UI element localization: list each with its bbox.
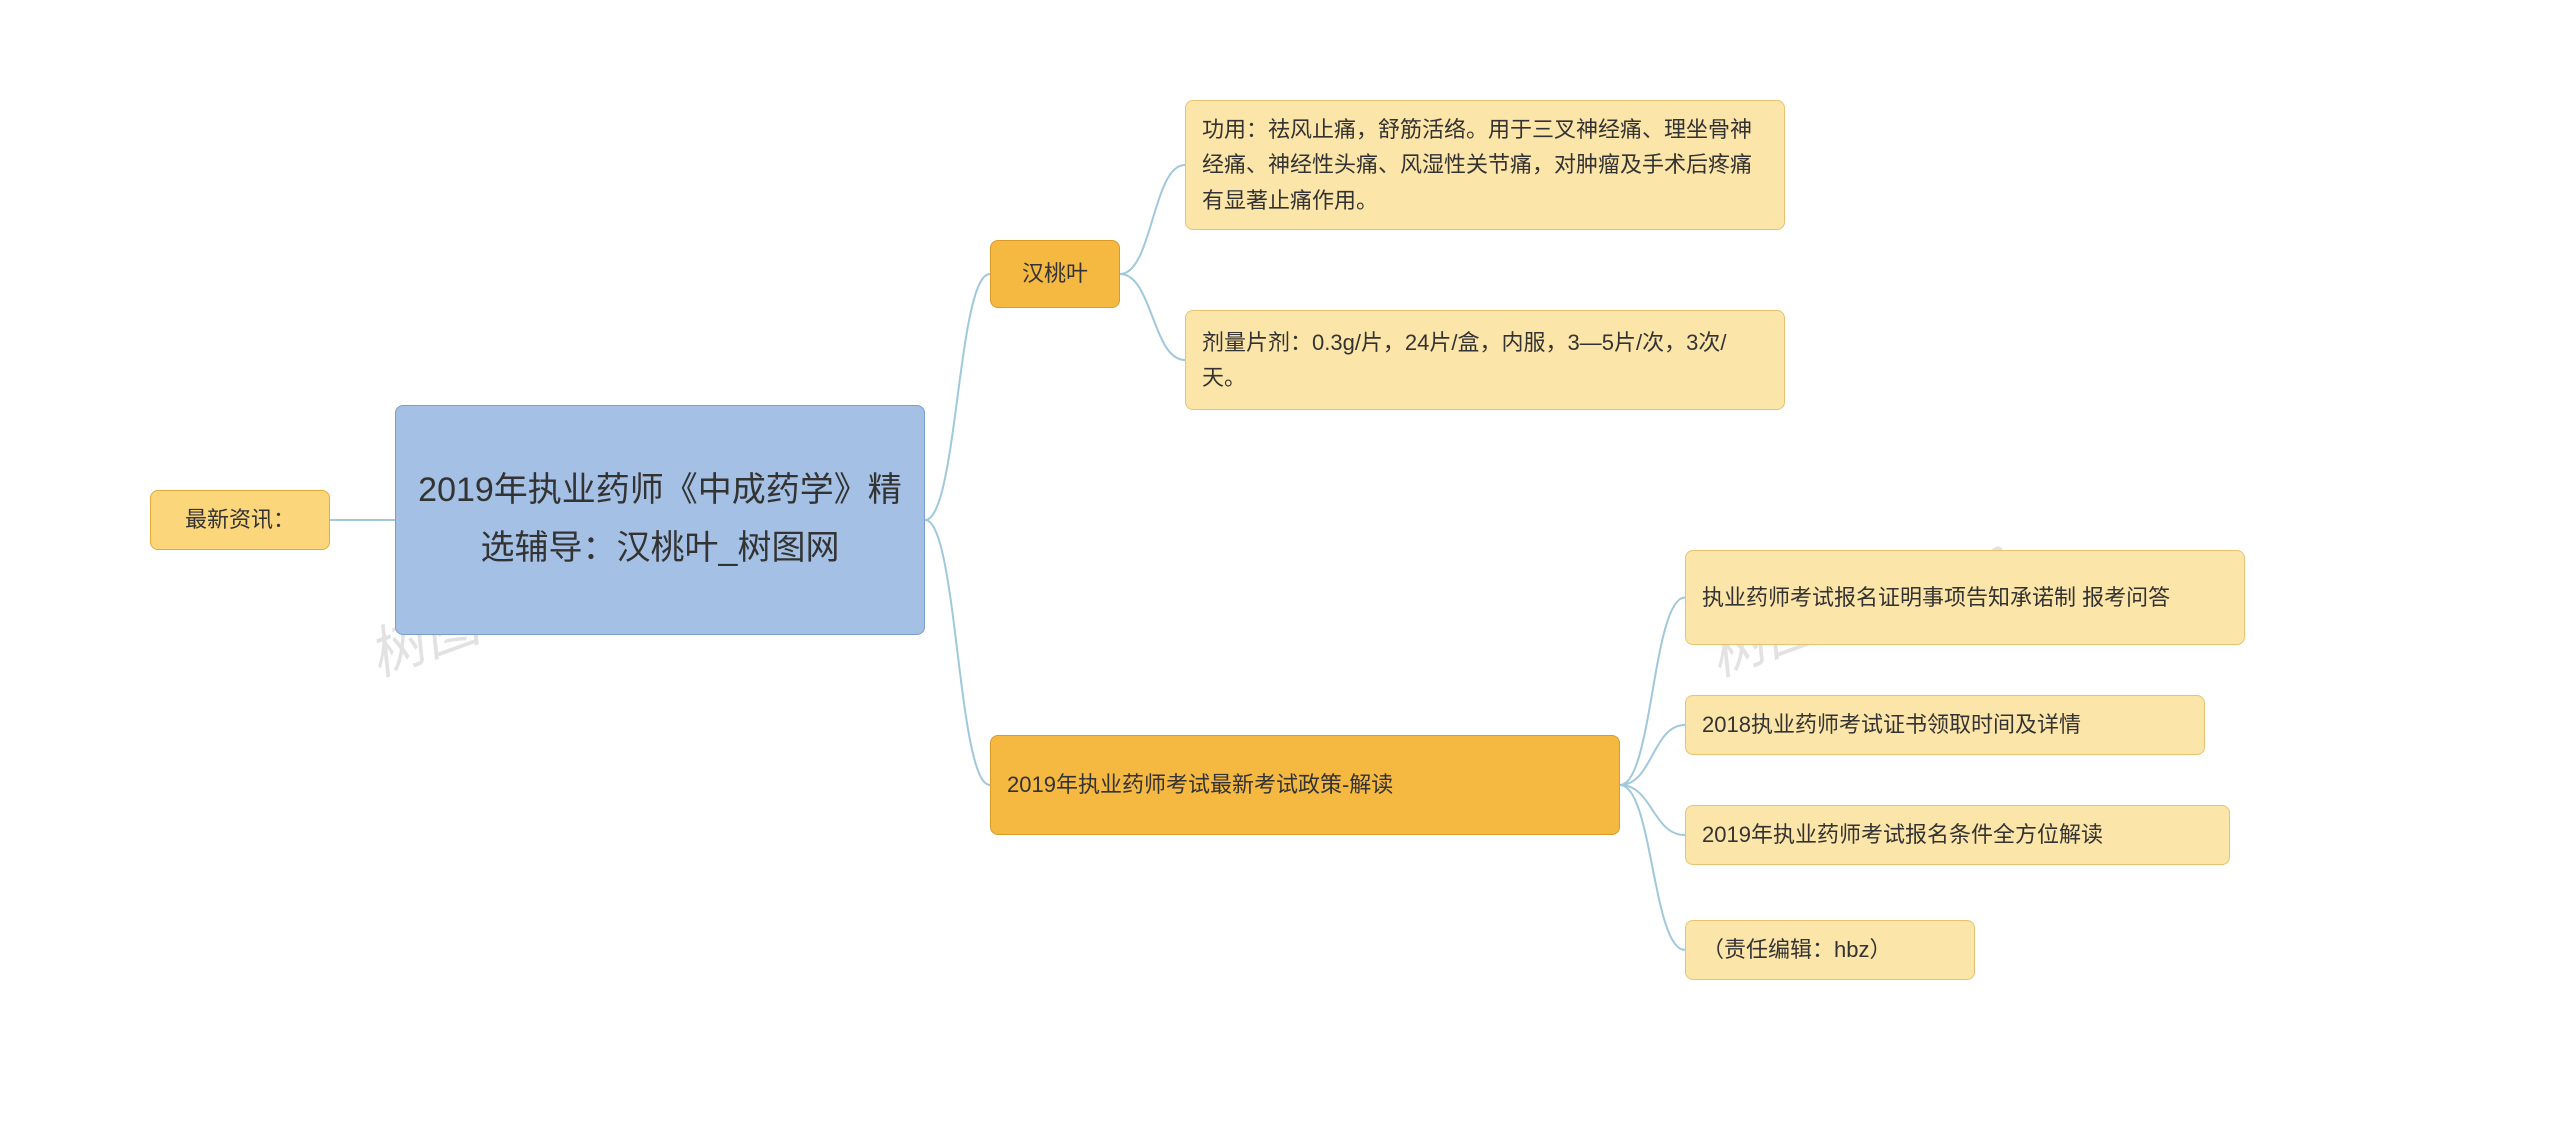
node-leaf-policy-1[interactable]: 执业药师考试报名证明事项告知承诺制 报考问答 (1685, 550, 2245, 645)
node-leaf-editor[interactable]: （责任编辑：hbz） (1685, 920, 1975, 980)
node-leaf-policy-2[interactable]: 2018执业药师考试证书领取时间及详情 (1685, 695, 2205, 755)
node-branch-policy[interactable]: 2019年执业药师考试最新考试政策-解读 (990, 735, 1620, 835)
node-leaf-policy-3[interactable]: 2019年执业药师考试报名条件全方位解读 (1685, 805, 2230, 865)
node-center[interactable]: 2019年执业药师《中成药学》精选辅导：汉桃叶_树图网 (395, 405, 925, 635)
node-root-left[interactable]: 最新资讯： (150, 490, 330, 550)
node-leaf-usage[interactable]: 功用：祛风止痛，舒筋活络。用于三叉神经痛、理坐骨神经痛、神经性头痛、风湿性关节痛… (1185, 100, 1785, 230)
node-branch-hantaoye[interactable]: 汉桃叶 (990, 240, 1120, 308)
node-leaf-dosage[interactable]: 剂量片剂：0.3g/片，24片/盒，内服，3—5片/次，3次/天。 (1185, 310, 1785, 410)
